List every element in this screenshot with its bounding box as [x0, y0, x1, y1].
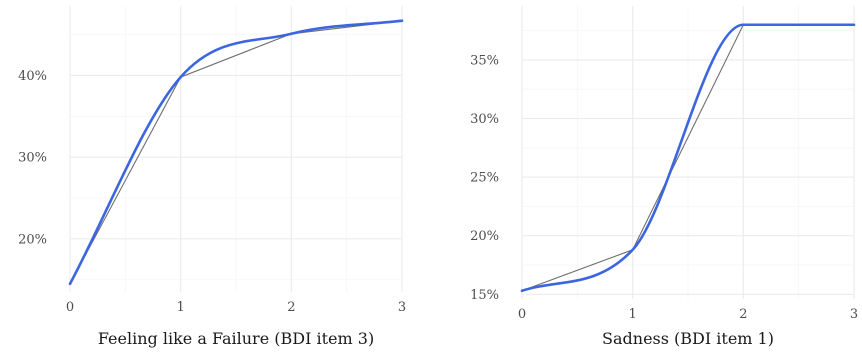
- x-tick-label: 2: [739, 307, 747, 322]
- series-line-smooth: [68, 19, 404, 286]
- y-tick-label: 20%: [470, 229, 499, 244]
- x-axis-title: Sadness (BDI item 1): [602, 329, 774, 348]
- series-line-smooth: [520, 23, 856, 293]
- y-tick-label: 30%: [18, 151, 47, 166]
- y-tick-label: 40%: [18, 69, 47, 84]
- chart-panel-right: 15% 20% 25% 30% 35% 0 1 2 3 Sadness (BDI item 1): [470, 6, 858, 348]
- y-tick-label: 35%: [470, 53, 499, 68]
- y-tick-label: 20%: [18, 232, 47, 247]
- x-tick-label: 1: [177, 300, 185, 315]
- x-tick-label: 0: [518, 307, 526, 322]
- x-tick-label: 0: [66, 300, 74, 315]
- y-tick-label: 15%: [470, 288, 499, 303]
- x-tick-label: 1: [629, 307, 637, 322]
- y-tick-label: 25%: [470, 171, 499, 186]
- x-tick-label: 3: [398, 300, 406, 315]
- chart-panel-left: 20% 30% 40% 0 1 2 3 Feeling like a Failure (BDI…: [18, 6, 406, 348]
- y-tick-label: 30%: [470, 112, 499, 127]
- series-line-straight: [69, 20, 403, 285]
- x-axis-title: Feeling like a Failure (BDI item 3): [98, 329, 374, 348]
- x-tick-label: 3: [850, 307, 858, 322]
- x-tick-label: 2: [287, 300, 295, 315]
